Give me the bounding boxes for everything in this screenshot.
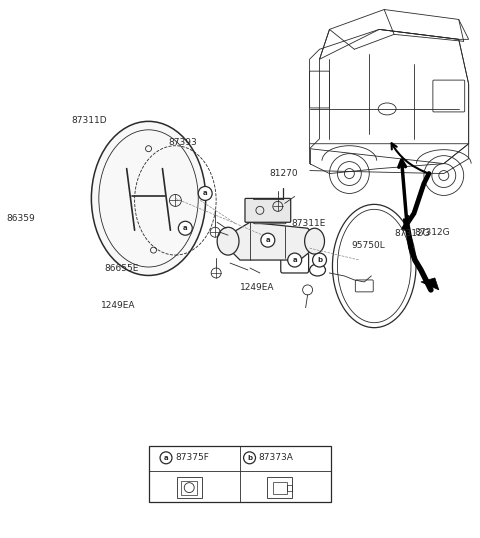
Bar bbox=[149, 445, 331, 501]
Text: 95750L: 95750L bbox=[351, 240, 385, 250]
Polygon shape bbox=[228, 222, 314, 260]
Text: b: b bbox=[247, 455, 252, 461]
Ellipse shape bbox=[91, 122, 206, 275]
Text: 86655E: 86655E bbox=[105, 264, 139, 273]
Text: a: a bbox=[183, 225, 188, 231]
Circle shape bbox=[243, 452, 255, 464]
Text: b: b bbox=[317, 257, 322, 263]
Text: 1249EA: 1249EA bbox=[101, 301, 135, 310]
Circle shape bbox=[179, 221, 192, 235]
Text: a: a bbox=[292, 257, 297, 263]
Text: 87312G: 87312G bbox=[414, 228, 450, 237]
Circle shape bbox=[312, 253, 326, 267]
Ellipse shape bbox=[217, 227, 239, 255]
Text: 87311E: 87311E bbox=[292, 219, 326, 228]
Text: a: a bbox=[265, 237, 270, 243]
Ellipse shape bbox=[305, 228, 324, 254]
Bar bbox=[181, 480, 197, 494]
Bar bbox=[287, 485, 292, 491]
Text: 87375F: 87375F bbox=[175, 454, 209, 462]
Text: 81270: 81270 bbox=[270, 169, 299, 178]
FancyBboxPatch shape bbox=[253, 207, 286, 224]
Text: 87393: 87393 bbox=[168, 138, 197, 147]
Text: 87373A: 87373A bbox=[259, 454, 293, 462]
Bar bbox=[273, 482, 287, 493]
Circle shape bbox=[198, 187, 212, 200]
Circle shape bbox=[160, 452, 172, 464]
Text: a: a bbox=[164, 455, 168, 461]
Text: 86359: 86359 bbox=[6, 214, 35, 223]
Text: 1249EA: 1249EA bbox=[240, 284, 275, 292]
Text: 87311D: 87311D bbox=[71, 116, 107, 125]
Circle shape bbox=[261, 233, 275, 247]
Text: a: a bbox=[203, 190, 207, 196]
FancyBboxPatch shape bbox=[245, 199, 291, 222]
Text: 87312G: 87312G bbox=[394, 229, 430, 238]
Circle shape bbox=[288, 253, 301, 267]
Polygon shape bbox=[421, 278, 439, 290]
